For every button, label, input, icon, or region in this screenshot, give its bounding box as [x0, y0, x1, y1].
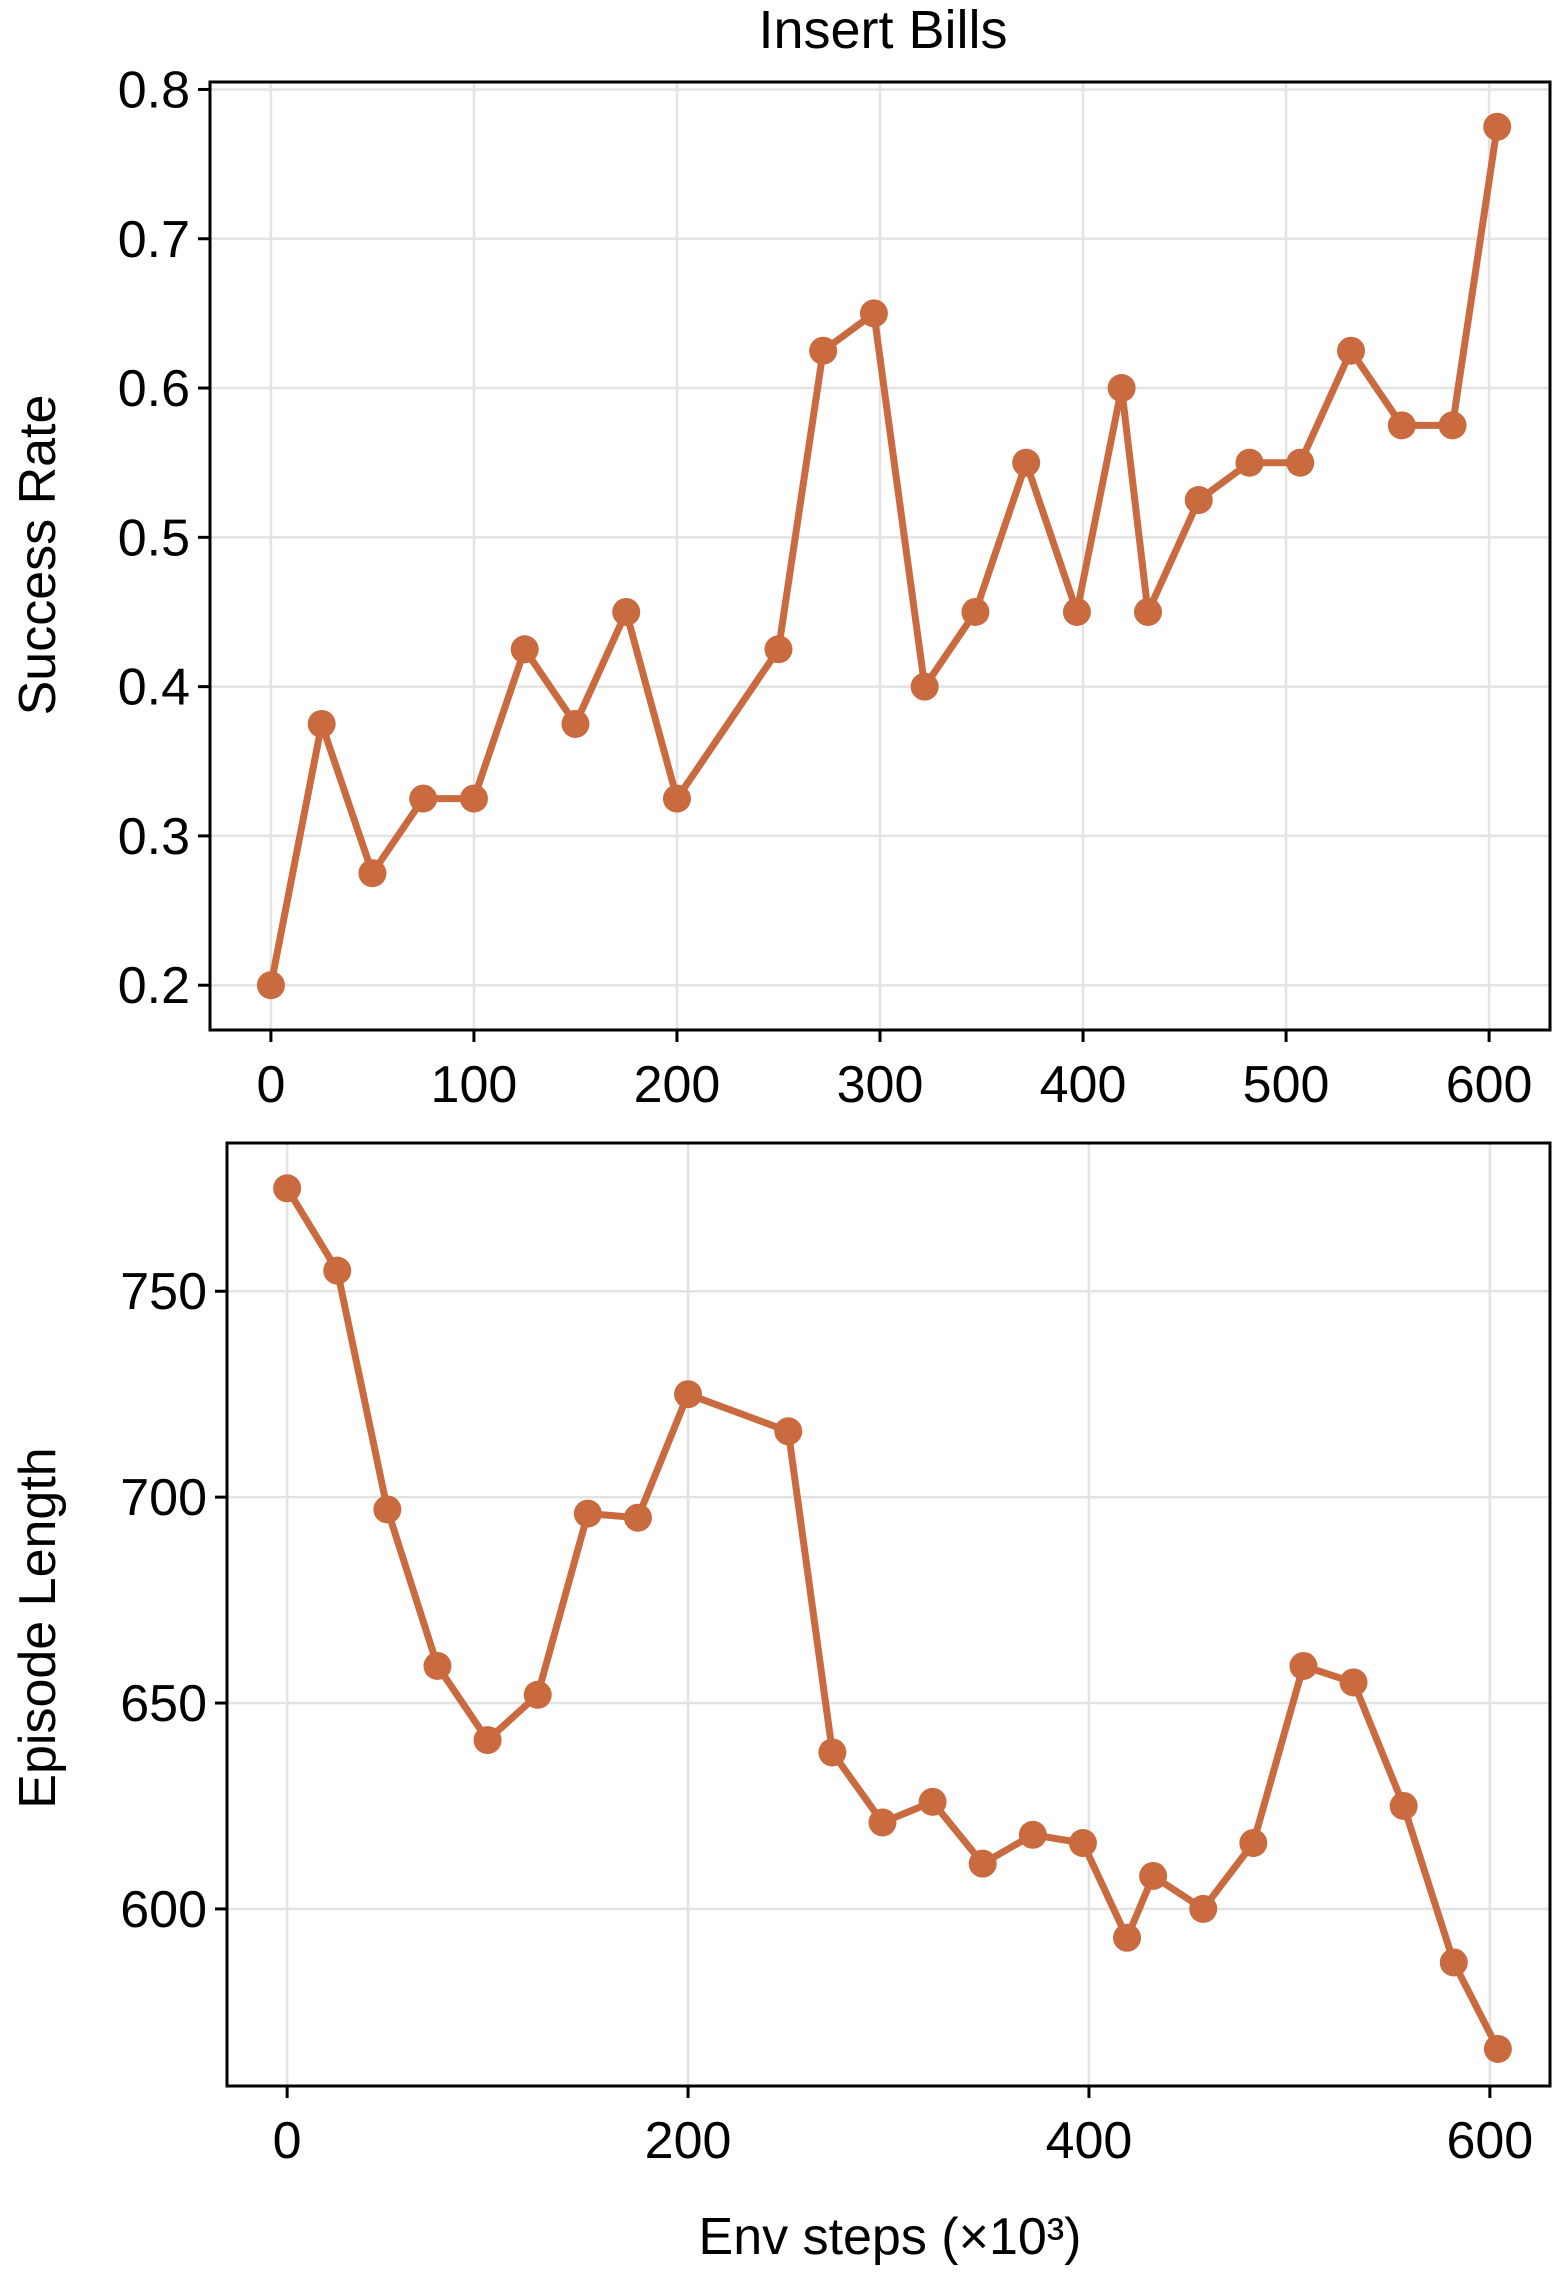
data-point	[1438, 411, 1467, 440]
data-point	[1387, 411, 1416, 440]
data-point	[409, 784, 438, 813]
data-point	[859, 299, 888, 328]
data-point	[1107, 374, 1136, 403]
data-point	[1113, 1923, 1142, 1952]
data-point	[1134, 597, 1162, 626]
success-rate-chart: Insert Bills Success Rate 0 100 200 300 400 5…	[9, 0, 1552, 1114]
y-axis-label: Episode Length	[9, 1447, 67, 1808]
data-point	[358, 859, 387, 888]
x-tick-label: 300	[837, 1056, 924, 1114]
data-point	[910, 672, 939, 701]
data-point	[1018, 1820, 1047, 1849]
data-point	[423, 1651, 452, 1680]
x-tick-label: 400	[1040, 1056, 1127, 1114]
data-point	[510, 635, 539, 664]
data-point	[612, 597, 641, 626]
data-point	[1068, 1829, 1097, 1858]
data-point	[1339, 1668, 1368, 1697]
data-point	[307, 709, 336, 738]
y-axis-label: Success Rate	[9, 395, 67, 716]
data-point	[809, 336, 838, 365]
data-point	[868, 1808, 897, 1837]
y-tick-label: 650	[120, 1675, 207, 1733]
plot-area-frame	[225, 1141, 1552, 2088]
data-point	[256, 971, 285, 1000]
data-point	[764, 635, 793, 664]
data-point	[918, 1787, 947, 1816]
data-point	[818, 1738, 847, 1767]
data-point	[968, 1849, 997, 1878]
y-tick-label: 750	[120, 1263, 207, 1321]
data-point	[1286, 448, 1315, 477]
x-tick-label: 400	[1046, 2112, 1133, 2170]
data-point	[523, 1680, 552, 1709]
data-point	[623, 1503, 652, 1532]
x-tick-label: 200	[645, 2112, 732, 2170]
data-point	[561, 709, 590, 738]
x-tick-label: 600	[1446, 2112, 1533, 2170]
series-line	[283, 1184, 1502, 2053]
x-tick-label: 600	[1446, 1056, 1533, 1114]
y-tick-label: 600	[120, 1881, 207, 1939]
y-tick-label: 0.7	[118, 211, 190, 269]
data-point	[1189, 1894, 1218, 1923]
data-point	[273, 1174, 302, 1203]
data-point	[473, 1726, 502, 1755]
y-tick-label: 0.3	[118, 808, 190, 866]
data-point	[1239, 1829, 1268, 1858]
data-point	[1483, 2034, 1512, 2063]
data-point	[323, 1256, 352, 1285]
y-tick-label: 0.2	[118, 957, 190, 1015]
data-point	[1062, 597, 1091, 626]
data-point	[573, 1499, 602, 1528]
data-point	[1012, 448, 1041, 477]
data-point	[1235, 448, 1264, 477]
data-point	[662, 784, 691, 813]
data-point	[674, 1380, 703, 1409]
chart-title: Insert Bills	[758, 0, 1007, 60]
episode-length-chart: Episode Length Env steps (×10³) 0 200 400 6…	[9, 1141, 1552, 2266]
y-tick-label: 700	[120, 1469, 207, 1527]
y-tick-label: 0.8	[118, 61, 190, 119]
data-point	[961, 597, 990, 626]
y-tick-label: 0.4	[118, 659, 190, 717]
x-axis-label: Env steps (×10³)	[699, 2208, 1082, 2266]
data-point	[1184, 486, 1213, 515]
x-tick-label: 200	[634, 1056, 721, 1114]
x-tick-label: 0	[273, 2112, 302, 2170]
data-point	[459, 784, 488, 813]
data-point	[1439, 1948, 1468, 1977]
series-line	[267, 123, 1501, 989]
data-point	[373, 1495, 402, 1524]
y-tick-label: 0.5	[118, 509, 190, 567]
data-point	[1289, 1651, 1318, 1680]
y-tick-label: 0.6	[118, 360, 190, 418]
x-tick-label: 0	[256, 1056, 285, 1114]
data-point	[1139, 1861, 1168, 1890]
data-point	[1483, 112, 1512, 141]
data-point	[774, 1417, 803, 1446]
x-tick-label: 500	[1243, 1056, 1330, 1114]
data-point	[1389, 1791, 1418, 1820]
data-point	[1337, 336, 1366, 365]
x-tick-label: 100	[431, 1056, 518, 1114]
